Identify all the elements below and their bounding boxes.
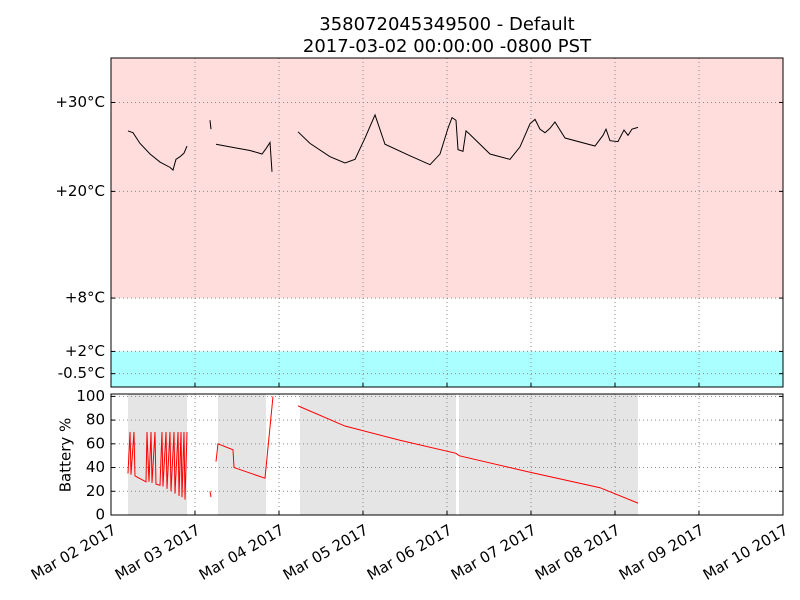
y-tick-label: 100 [76,387,105,405]
y-tick-label: 60 [86,434,105,452]
x-tick-label: Mar 07 2017 [448,521,539,584]
data-line [297,113,639,166]
y-tick-label: +8°C [65,289,105,307]
x-tick-label: Mar 10 2017 [700,521,791,584]
data-line [215,140,273,172]
y-tick-label: +2°C [65,342,105,360]
data-line [127,431,188,500]
data-line [127,130,188,171]
chart-subtitle: 2017-03-02 00:00:00 -0800 PST [303,36,592,57]
y-tick-label: 20 [86,482,105,500]
x-tick-label: Mar 08 2017 [532,521,623,584]
data-line [209,491,212,498]
span [217,394,266,515]
x-tick-label: Mar 03 2017 [112,521,203,584]
x-tick-label: Mar 02 2017 [28,521,119,584]
chart-title: 358072045349500 - Default [319,14,575,35]
band [111,351,783,387]
y-axis-label: Battery % [57,418,75,493]
y-tick-label: 40 [86,458,105,476]
data-line [209,120,212,130]
axes-frame [110,393,784,516]
x-tick-label: Mar 05 2017 [280,521,371,584]
y-tick-label: 80 [86,411,105,429]
y-tick-label: -0.5°C [58,364,105,382]
x-tick-label: Mar 09 2017 [616,521,707,584]
y-tick-label: +30°C [55,93,105,111]
y-tick-label: +20°C [55,182,105,200]
axes-frame [110,57,784,388]
data-line [297,405,639,504]
x-tick-label: Mar 04 2017 [196,521,287,584]
span [459,394,638,515]
x-tick-label: Mar 06 2017 [364,521,455,584]
y-tick-label: 0 [95,506,105,524]
data-line [215,396,274,479]
span [300,394,456,515]
